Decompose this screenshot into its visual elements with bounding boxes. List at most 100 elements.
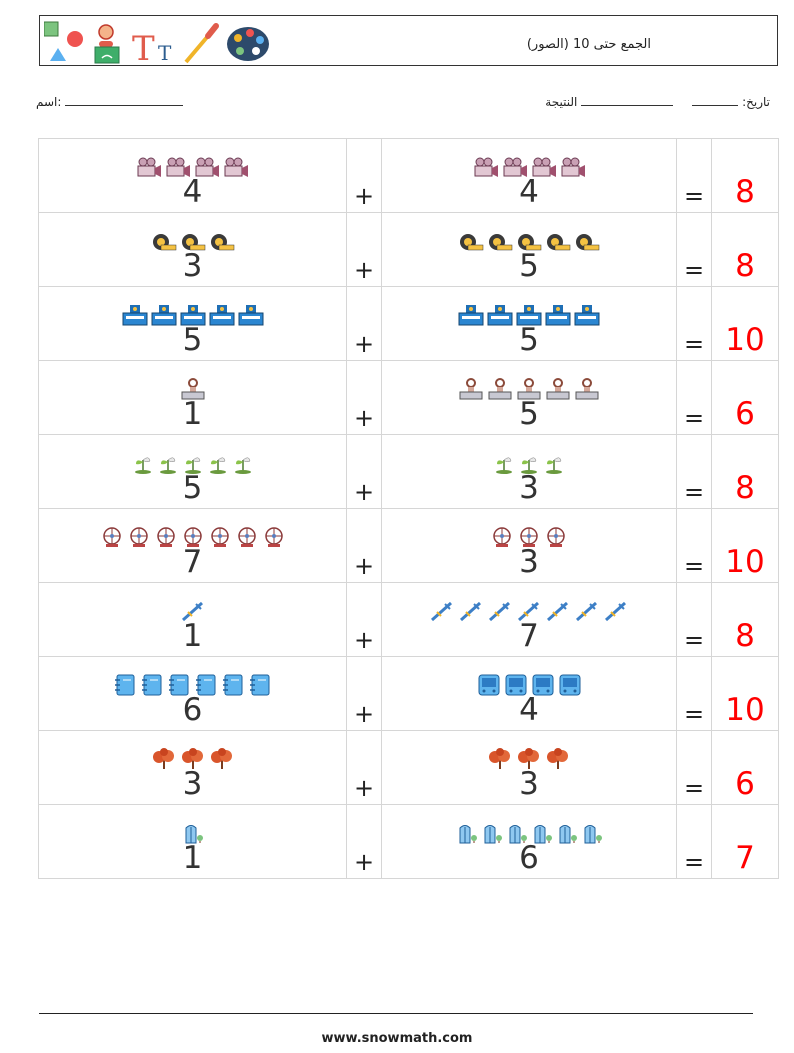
plus-cell: +: [346, 508, 382, 583]
answer-cell[interactable]: 8: [711, 212, 779, 287]
addend-b-icons: [382, 596, 676, 622]
plus-cell: +: [346, 212, 382, 287]
camera-icon: [474, 157, 498, 177]
answer-cell[interactable]: 6: [711, 360, 779, 435]
addend-b-cell: 5: [381, 286, 677, 361]
equals-cell: =: [676, 730, 712, 805]
addend-b: 7: [519, 618, 539, 654]
plus-sign: +: [353, 626, 375, 654]
problems-table: 4 +4 = 8 3 +5 = 8 5 +5 = 10 1 +5 = 6 5 +3 = 8 7 +3 = 10 1 +7 = 8 6 +4…: [38, 138, 779, 879]
addend-b: 5: [519, 322, 539, 358]
equals-sign: =: [683, 848, 705, 876]
answer: 10: [725, 692, 765, 728]
plant-sprout-icon: [134, 457, 151, 474]
stamp-icon: [517, 378, 541, 400]
building-icon: [209, 305, 234, 326]
name-label: اسم:: [36, 95, 62, 109]
ferris-wheel-icon: [129, 527, 148, 547]
addend-a-cell: 7: [38, 508, 347, 583]
answer: 8: [735, 618, 755, 654]
addend-a-cell: 1: [38, 582, 347, 657]
plus-cell: +: [346, 656, 382, 731]
answer-cell[interactable]: 6: [711, 730, 779, 805]
camera-icon: [532, 157, 556, 177]
answer-cell[interactable]: 8: [711, 138, 779, 213]
plus-cell: +: [346, 434, 382, 509]
addend-a-cell: 4: [38, 138, 347, 213]
worksheet-title: الجمع حتى 10 (الصور): [526, 37, 651, 52]
skyscraper-icon: [459, 825, 477, 844]
equals-cell: =: [676, 360, 712, 435]
addend-b-icons: [382, 670, 676, 696]
addend-b-cell: 5: [381, 212, 677, 287]
result-blank[interactable]: [581, 94, 674, 106]
answer: 6: [735, 766, 755, 802]
date-label: تاريخ:: [742, 95, 770, 109]
answer-cell[interactable]: 10: [711, 656, 779, 731]
addend-b-icons: [382, 300, 676, 326]
addend-a: 4: [182, 174, 203, 210]
equals-cell: =: [676, 434, 712, 509]
addend-b: 5: [519, 248, 539, 284]
eyedropper-icon: [184, 23, 219, 64]
answer-cell[interactable]: 8: [711, 434, 779, 509]
bus-icon: [559, 674, 580, 696]
stamp-icon: [575, 378, 599, 400]
building-icon: [151, 305, 176, 326]
plant-sprout-icon: [159, 457, 176, 474]
addend-a: 7: [182, 544, 203, 580]
addend-a: 3: [182, 248, 203, 284]
addend-a-cell: 3: [38, 212, 347, 287]
footer-url[interactable]: www.snowmath.com: [321, 1031, 473, 1046]
plant-sprout-icon: [521, 457, 537, 474]
addend-b-cell: 3: [381, 434, 677, 509]
answer-cell[interactable]: 10: [711, 508, 779, 583]
plant-sprout-icon: [546, 457, 562, 474]
answer-cell[interactable]: 10: [711, 286, 779, 361]
tree-icon: [210, 748, 232, 769]
stamp-icon: [459, 378, 483, 400]
answer-cell[interactable]: 8: [711, 582, 779, 657]
problem-row: 4 +4 = 8: [38, 138, 779, 213]
addend-a-icons: [39, 818, 346, 844]
tree-icon: [547, 748, 568, 769]
addend-a-icons: [39, 300, 346, 326]
addend-b-cell: 3: [381, 508, 677, 583]
plus-cell: +: [346, 360, 382, 435]
addend-a: 5: [182, 470, 203, 506]
date-blank[interactable]: [692, 94, 739, 106]
addend-a-cell: 5: [38, 434, 347, 509]
plus-sign: +: [353, 330, 375, 358]
footer-divider: [39, 1013, 753, 1014]
tree-icon: [518, 748, 539, 769]
answer: 8: [735, 174, 755, 210]
equals-cell: =: [676, 804, 712, 879]
addend-a-icons: [39, 152, 346, 178]
name-blank[interactable]: [65, 94, 184, 106]
addend-a-icons: [39, 744, 346, 770]
building-icon: [238, 305, 263, 326]
addend-a: 1: [182, 618, 203, 654]
plus-sign: +: [353, 774, 375, 802]
plus-sign: +: [353, 848, 375, 876]
skyscraper-icon: [484, 825, 502, 844]
building-icon: [487, 305, 513, 326]
addend-b: 6: [519, 840, 539, 876]
plus-cell: +: [346, 730, 382, 805]
addend-a: 1: [182, 840, 203, 876]
syringe-icon: [488, 601, 511, 622]
addend-b: 4: [519, 692, 539, 728]
equals-sign: =: [683, 552, 705, 580]
plus-cell: +: [346, 582, 382, 657]
addend-b-icons: [382, 744, 676, 770]
stamp-icon: [181, 378, 204, 400]
building-icon: [180, 305, 205, 326]
addend-b-cell: 5: [381, 360, 677, 435]
tape-measure-icon: [210, 234, 234, 251]
addend-a-cell: 1: [38, 804, 347, 879]
plant-sprout-icon: [496, 457, 512, 474]
ferris-wheel-icon: [547, 527, 565, 547]
notebook-icon: [115, 674, 135, 696]
addend-b: 3: [519, 766, 539, 802]
answer-cell[interactable]: 7: [711, 804, 779, 879]
